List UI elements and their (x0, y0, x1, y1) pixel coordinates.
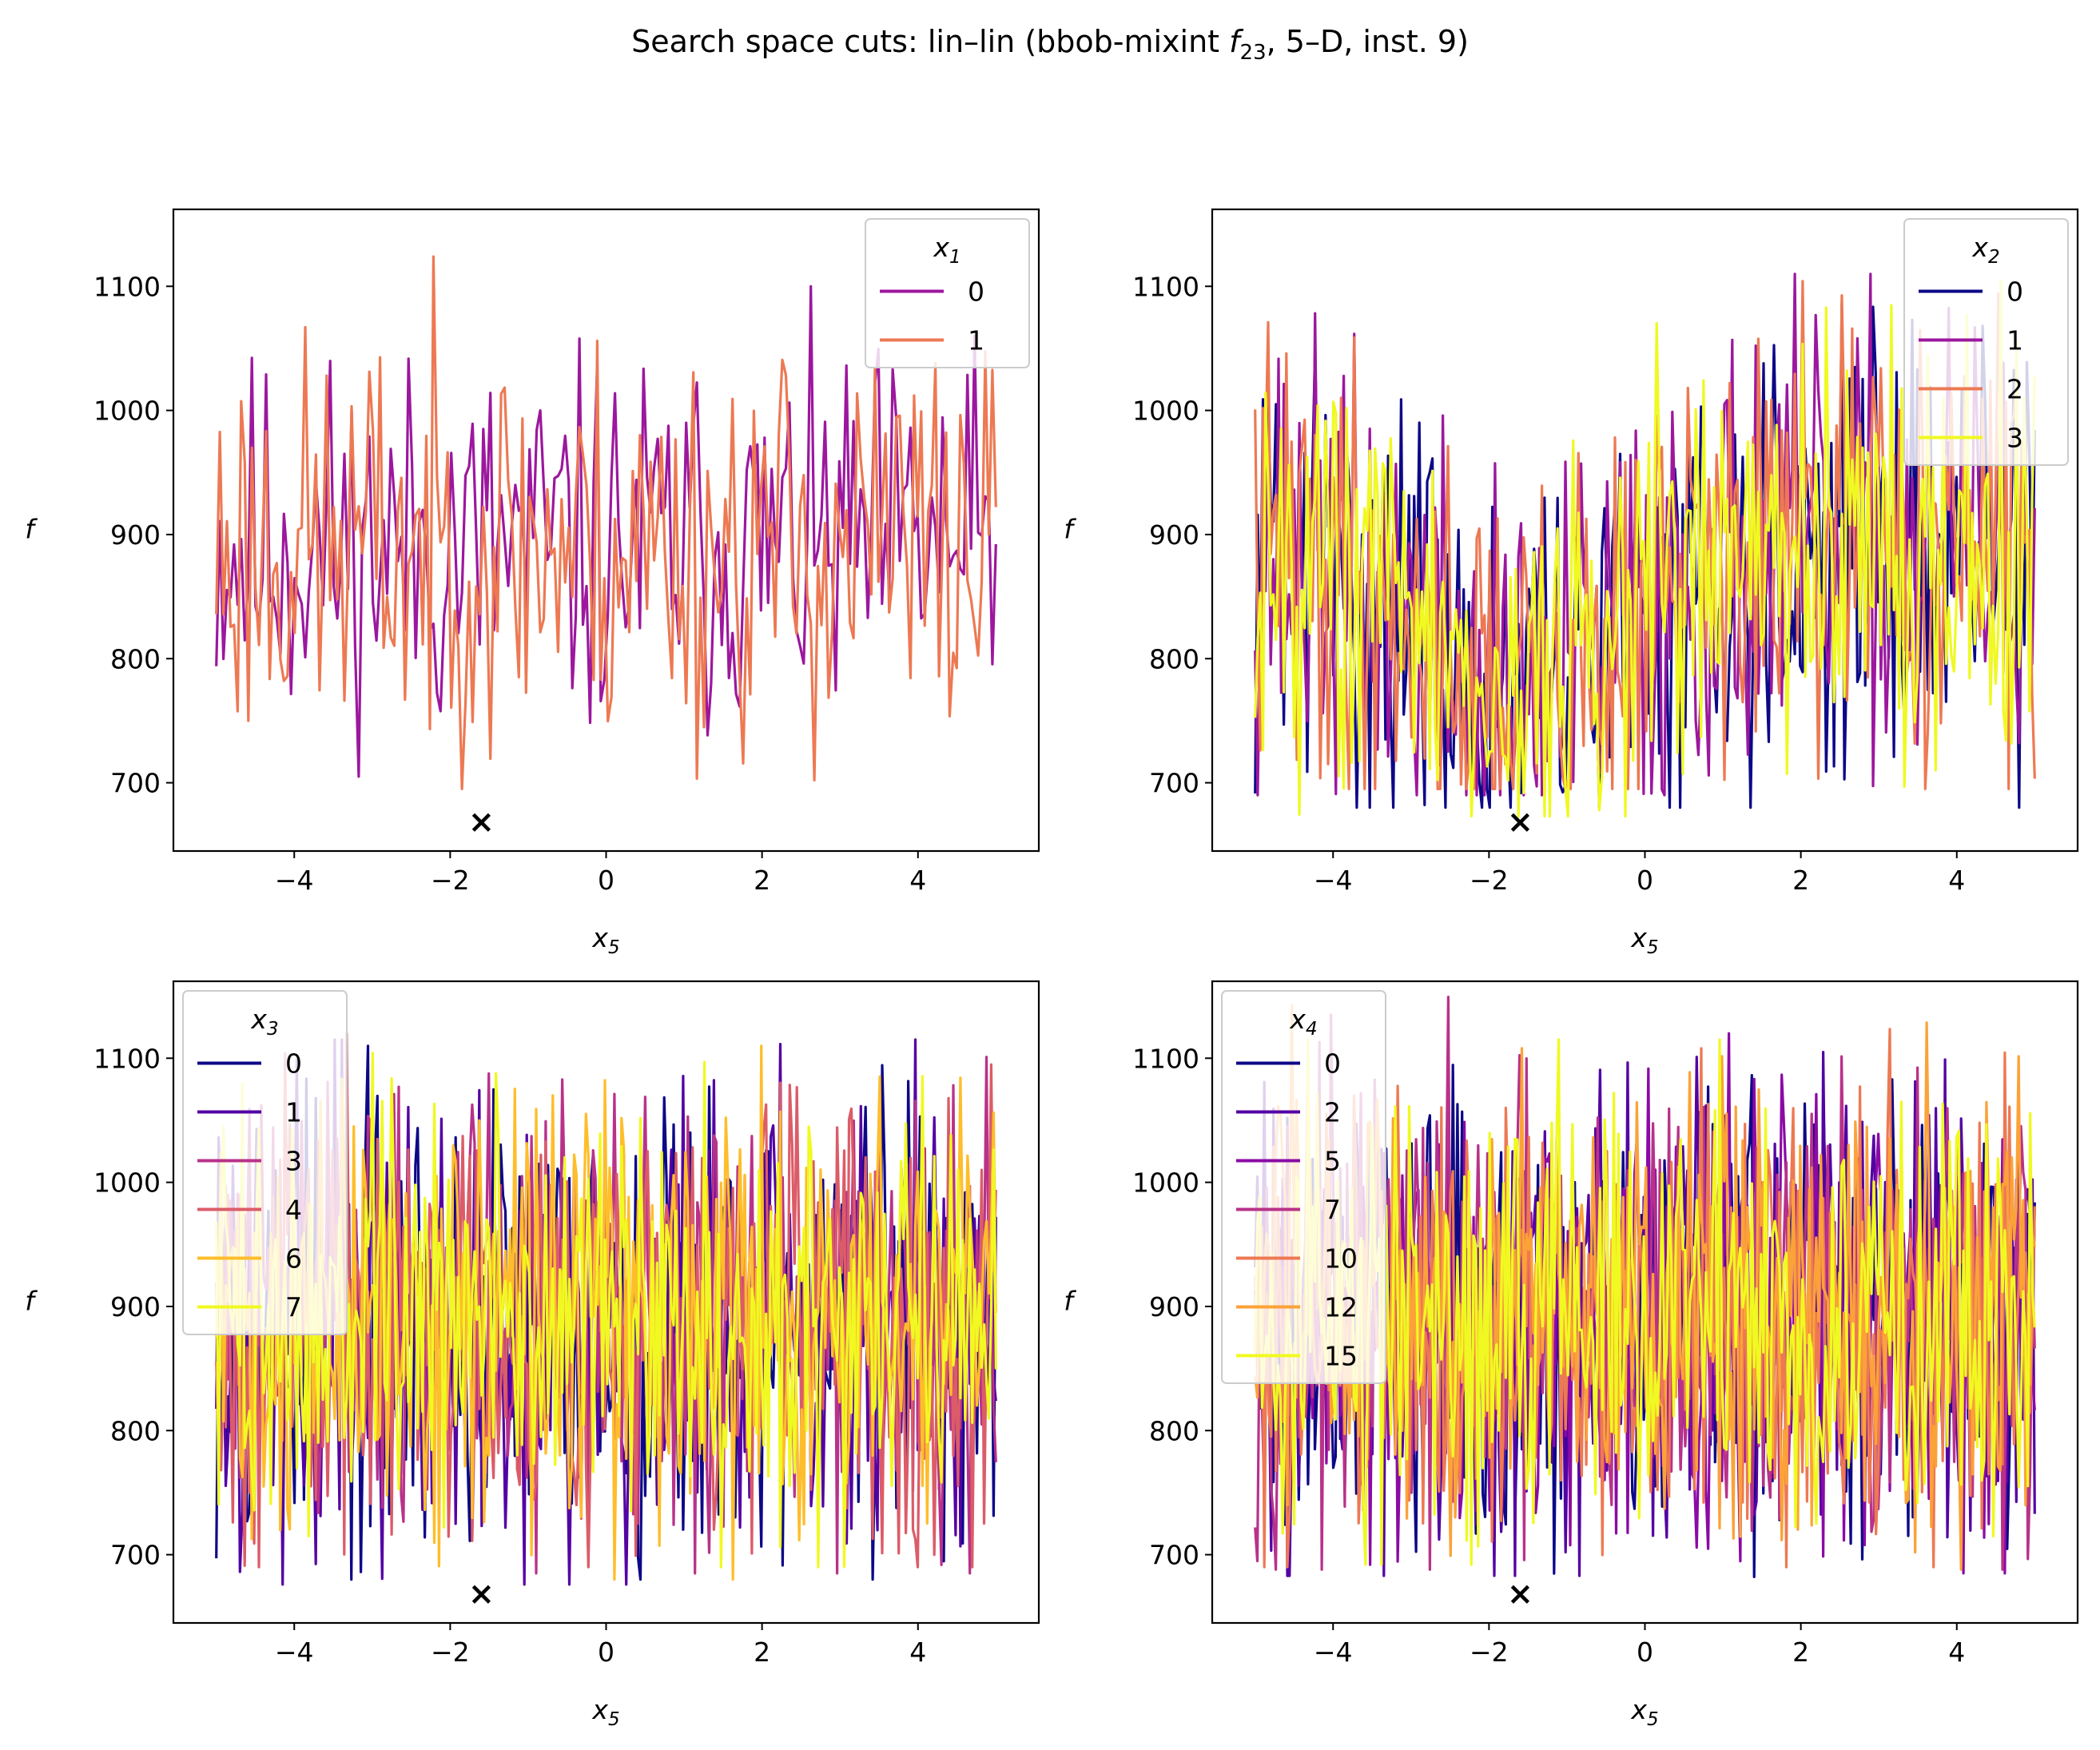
x-tick-label: −2 (431, 1637, 470, 1668)
x-axis-label: x5 (1630, 922, 1658, 958)
legend-entry-15: 15 (1324, 1341, 1358, 1372)
legend-entry-1: 1 (285, 1097, 302, 1128)
x-tick-label: 0 (1637, 865, 1653, 896)
legend-entry-1: 1 (2007, 325, 2023, 356)
y-tick-label: 1100 (1132, 271, 1199, 302)
legend: x30 1 3 4 6 7 (182, 990, 348, 1335)
x-tick-label: −2 (431, 865, 470, 896)
x-tick-label: 4 (1948, 865, 1965, 896)
series-group (215, 255, 997, 790)
figure-title: Search space cuts: lin–lin (bbob-mixint … (631, 24, 1469, 65)
y-tick-label: 1000 (93, 1167, 161, 1199)
legend-box (1221, 990, 1386, 1384)
x-tick-label: −4 (275, 1637, 314, 1668)
y-tick-label: 700 (1149, 768, 1199, 799)
y-axis-label: f (1064, 514, 1076, 545)
optimum-marker (1510, 1585, 1529, 1604)
y-tick-label: 800 (1149, 1415, 1199, 1446)
optimum-marker (471, 1585, 491, 1604)
x-tick-label: 2 (1792, 865, 1809, 896)
y-tick-label: 800 (110, 1415, 161, 1446)
y-tick-label: 900 (1149, 519, 1199, 551)
y-tick-label: 1000 (1132, 1167, 1199, 1199)
x-tick-label: −2 (1470, 865, 1509, 896)
legend-entry-2: 2 (2007, 374, 2023, 405)
y-tick-label: 800 (110, 643, 161, 674)
x-tick-label: 2 (754, 865, 770, 896)
x-tick-label: 4 (1948, 1637, 1965, 1668)
series-line-3 (1254, 279, 2036, 818)
series-line-2 (1254, 280, 2036, 790)
y-tick-label: 800 (1149, 643, 1199, 674)
x-tick-label: −2 (1470, 1637, 1509, 1668)
legend-entry-0: 0 (2007, 276, 2023, 308)
y-tick-label: 900 (1149, 1291, 1199, 1322)
x-tick-label: −4 (1314, 1637, 1353, 1668)
y-axis-label: f (25, 1286, 38, 1317)
y-tick-label: 700 (110, 768, 161, 799)
legend-entry-0: 0 (285, 1048, 302, 1080)
y-tick-label: 1100 (1132, 1043, 1199, 1074)
legend-entry-3: 3 (2007, 423, 2023, 454)
series-line-7 (215, 1052, 997, 1569)
y-tick-label: 1100 (93, 271, 161, 302)
legend-box (865, 218, 1030, 368)
legend-entry-1: 1 (968, 325, 984, 356)
legend-entry-7: 7 (285, 1292, 302, 1323)
y-axis-label: f (25, 514, 38, 545)
legend-title: x4 (1289, 1004, 1317, 1040)
x-tick-label: −4 (275, 865, 314, 896)
y-axis-label: f (1064, 1286, 1076, 1317)
series-line-1 (215, 255, 997, 790)
x-axis-label: x5 (591, 1694, 619, 1730)
x-tick-label: −4 (1314, 865, 1353, 896)
y-tick-label: 700 (110, 1540, 161, 1571)
x-tick-label: 0 (598, 1637, 614, 1668)
legend: x40 2 5 7 10 12 15 (1221, 990, 1386, 1384)
y-tick-label: 700 (1149, 1540, 1199, 1571)
legend-entry-0: 0 (968, 276, 984, 308)
legend: x20 1 2 3 (1903, 218, 2069, 466)
optimum-marker (1510, 813, 1529, 832)
x-tick-label: 4 (909, 1637, 926, 1668)
x-axis-label: x5 (591, 922, 619, 958)
y-tick-label: 900 (110, 1291, 161, 1322)
y-tick-label: 1000 (1132, 396, 1199, 427)
legend-title: x3 (250, 1004, 278, 1040)
legend-entry-3: 3 (285, 1146, 302, 1177)
legend: x10 1 (865, 218, 1030, 368)
x-tick-label: 0 (598, 865, 614, 896)
legend-entry-4: 4 (285, 1195, 302, 1226)
legend-entry-5: 5 (1324, 1146, 1341, 1177)
legend-entry-0: 0 (1324, 1048, 1341, 1080)
x-tick-label: 0 (1637, 1637, 1653, 1668)
legend-title: x1 (933, 232, 961, 268)
y-tick-label: 1100 (93, 1043, 161, 1074)
legend-entry-2: 2 (1324, 1097, 1341, 1128)
y-tick-label: 1000 (93, 396, 161, 427)
figure-title-prefix: Search space cuts: lin–lin (bbob-mixint (631, 24, 1229, 59)
legend-box (182, 990, 348, 1335)
figure-title-suffix: , 5–D, inst. 9) (1267, 24, 1469, 59)
series-group (1254, 272, 2036, 818)
legend-title: x2 (1971, 232, 1999, 268)
x-tick-label: 2 (1792, 1637, 1809, 1668)
y-tick-label: 900 (110, 519, 161, 551)
x-tick-label: 4 (909, 865, 926, 896)
figure-title-func-sub: 23 (1240, 41, 1267, 65)
legend-entry-7: 7 (1324, 1195, 1341, 1226)
legend-entry-12: 12 (1324, 1292, 1358, 1323)
legend-box (1903, 218, 2069, 466)
x-tick-label: 2 (754, 1637, 770, 1668)
legend-entry-10: 10 (1324, 1243, 1358, 1275)
x-axis-label: x5 (1630, 1694, 1658, 1730)
legend-entry-6: 6 (285, 1243, 302, 1275)
optimum-marker (471, 813, 491, 832)
